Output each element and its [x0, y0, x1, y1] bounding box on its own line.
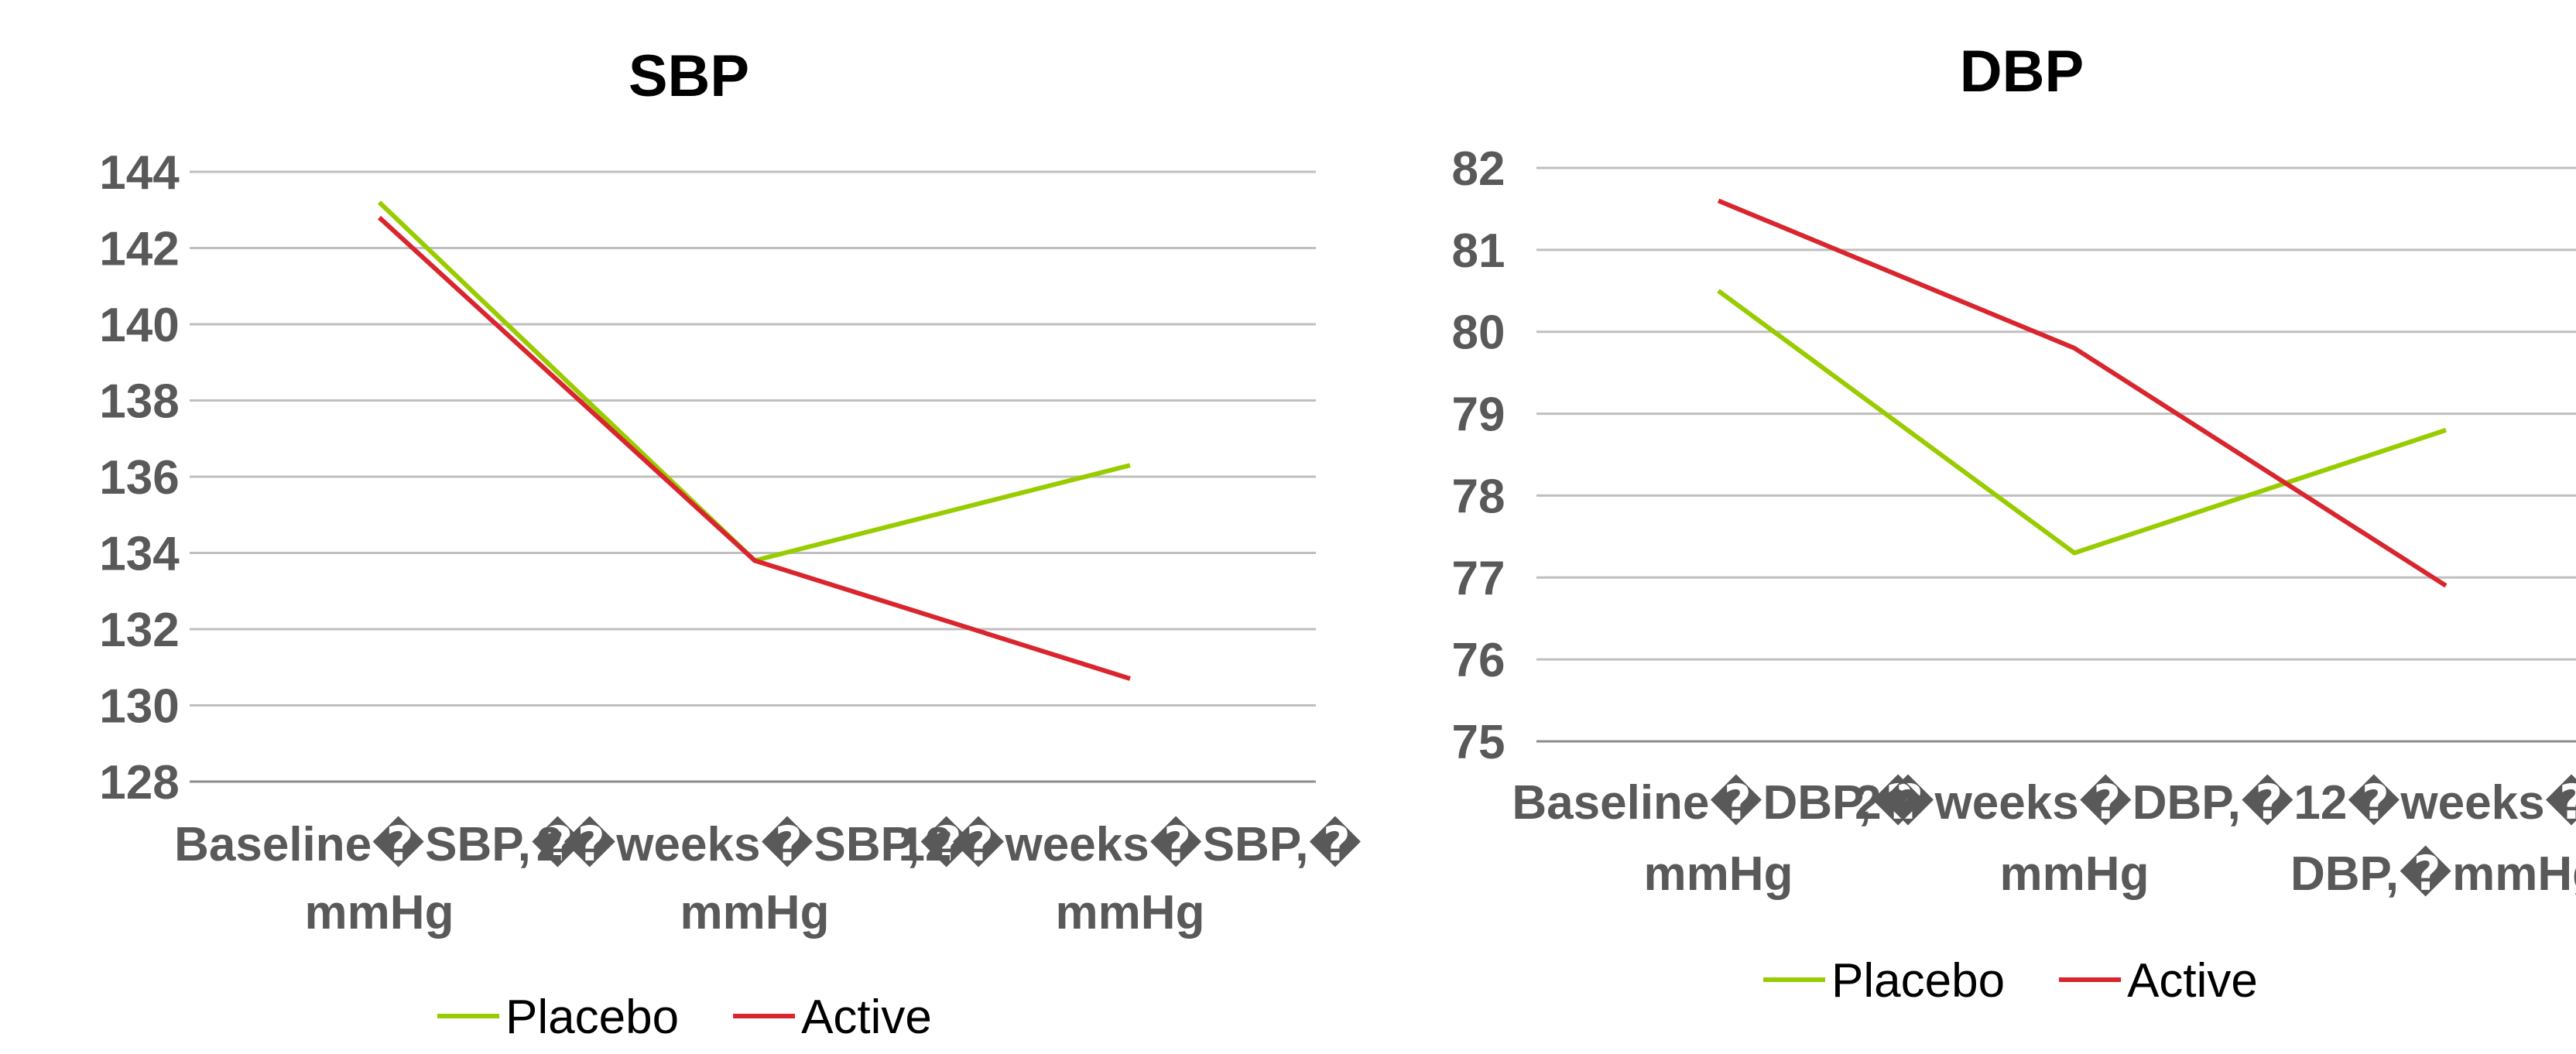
sbp-y-tick-label: 138 — [99, 375, 179, 429]
dbp-y-tick-label: 76 — [1452, 634, 1506, 687]
sbp-y-tick-label: 144 — [99, 146, 180, 200]
sbp-chart-title: SBP — [629, 43, 749, 109]
sbp-y-tick-label: 128 — [99, 756, 179, 809]
sbp-chart: SBP 128 130 132 134 136 138 140 142 144 Baseline�… — [99, 43, 1362, 1044]
dbp-y-tick-label: 81 — [1452, 224, 1506, 278]
sbp-x-tick-label: Baseline�SBP,� mmHg — [174, 816, 584, 939]
sbp-series-active-line — [377, 215, 1131, 681]
sbp-x-tick-label: 12�weeks�SBP,� mmHg — [899, 816, 1362, 939]
dbp-y-tick-label: 79 — [1452, 388, 1506, 442]
sbp-y-tick-label: 142 — [99, 223, 179, 276]
sbp-series-placebo-line — [377, 200, 1131, 563]
dbp-y-tick-label: 78 — [1452, 470, 1506, 523]
sbp-y-tick-label: 130 — [99, 680, 179, 734]
sbp-y-tick-label: 132 — [99, 604, 179, 657]
sbp-y-tick-label: 136 — [99, 451, 179, 505]
dbp-y-tick-label: 75 — [1452, 716, 1506, 769]
dbp-x-tick-label: Baseline�DBP,� mmHg — [1512, 774, 1924, 901]
dbp-series-active-line — [1717, 198, 2448, 588]
dbp-legend-active-label: Active — [2127, 954, 2258, 1008]
dbp-chart: DBP 75 76 77 78 79 80 81 82 Baseline�DBP,� mmHg2�… — [1452, 39, 2576, 1008]
dbp-legend-placebo-label: Placebo — [1831, 954, 2005, 1008]
dbp-y-tick-label: 80 — [1452, 306, 1506, 360]
dbp-x-tick-label: 12�weeks� DBP,�mmHg — [2290, 774, 2576, 901]
dbp-series-placebo-line — [1717, 289, 2447, 556]
sbp-y-tick-label: 140 — [99, 299, 179, 352]
dbp-y-tick-label: 77 — [1452, 552, 1506, 605]
sbp-y-tick-label: 134 — [99, 528, 180, 581]
sbp-legend-placebo-label: Placebo — [505, 991, 679, 1044]
dbp-x-tick-label: 2�weeks�DBP,� mmHg — [1855, 774, 2294, 901]
dbp-y-tick-label: 82 — [1452, 142, 1506, 196]
dbp-chart-title: DBP — [1960, 39, 2084, 104]
sbp-legend-active-label: Active — [801, 991, 932, 1044]
sbp-x-tick-label: 2�weeks�SBP,� mmHg — [536, 816, 973, 939]
